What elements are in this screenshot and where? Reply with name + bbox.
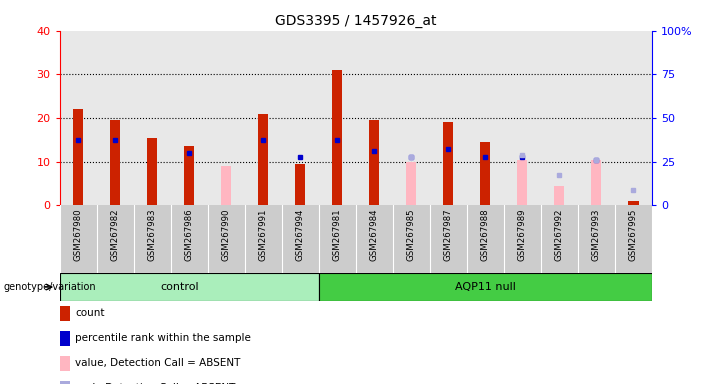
Bar — [406, 162, 416, 205]
Bar — [628, 201, 639, 205]
Bar — [332, 70, 342, 205]
Text: GSM267983: GSM267983 — [148, 209, 156, 262]
Text: percentile rank within the sample: percentile rank within the sample — [75, 333, 251, 343]
Text: GSM267987: GSM267987 — [444, 209, 453, 262]
Text: control: control — [161, 282, 199, 292]
Text: GSM267994: GSM267994 — [296, 209, 305, 261]
Text: GSM267984: GSM267984 — [369, 209, 379, 262]
Bar — [369, 120, 379, 205]
Bar — [295, 164, 306, 205]
Title: GDS3395 / 1457926_at: GDS3395 / 1457926_at — [275, 14, 437, 28]
Bar — [221, 166, 231, 205]
Text: GSM267993: GSM267993 — [592, 209, 601, 261]
Bar — [184, 146, 194, 205]
Bar — [73, 109, 83, 205]
Bar — [554, 186, 564, 205]
Text: value, Detection Call = ABSENT: value, Detection Call = ABSENT — [75, 358, 240, 368]
Text: GSM267981: GSM267981 — [333, 209, 342, 262]
Text: rank, Detection Call = ABSENT: rank, Detection Call = ABSENT — [75, 383, 236, 384]
Bar — [319, 273, 652, 301]
Text: GSM267980: GSM267980 — [74, 209, 83, 262]
Bar — [147, 138, 157, 205]
Text: GSM267989: GSM267989 — [518, 209, 527, 261]
Text: GSM267985: GSM267985 — [407, 209, 416, 262]
Text: GSM267986: GSM267986 — [184, 209, 193, 262]
Text: count: count — [75, 308, 104, 318]
Text: GSM267992: GSM267992 — [555, 209, 564, 261]
Bar — [60, 273, 319, 301]
Text: GSM267982: GSM267982 — [111, 209, 120, 262]
Bar — [443, 122, 454, 205]
Text: GSM267988: GSM267988 — [481, 209, 490, 262]
Text: genotype/variation: genotype/variation — [4, 282, 96, 292]
Bar — [628, 201, 639, 205]
Text: GSM267990: GSM267990 — [222, 209, 231, 261]
Bar — [517, 160, 527, 205]
Text: AQP11 null: AQP11 null — [455, 282, 516, 292]
Bar — [258, 114, 268, 205]
Bar — [110, 120, 120, 205]
Bar — [592, 160, 601, 205]
Text: GSM267991: GSM267991 — [259, 209, 268, 261]
Text: GSM267995: GSM267995 — [629, 209, 638, 261]
Bar — [480, 142, 491, 205]
